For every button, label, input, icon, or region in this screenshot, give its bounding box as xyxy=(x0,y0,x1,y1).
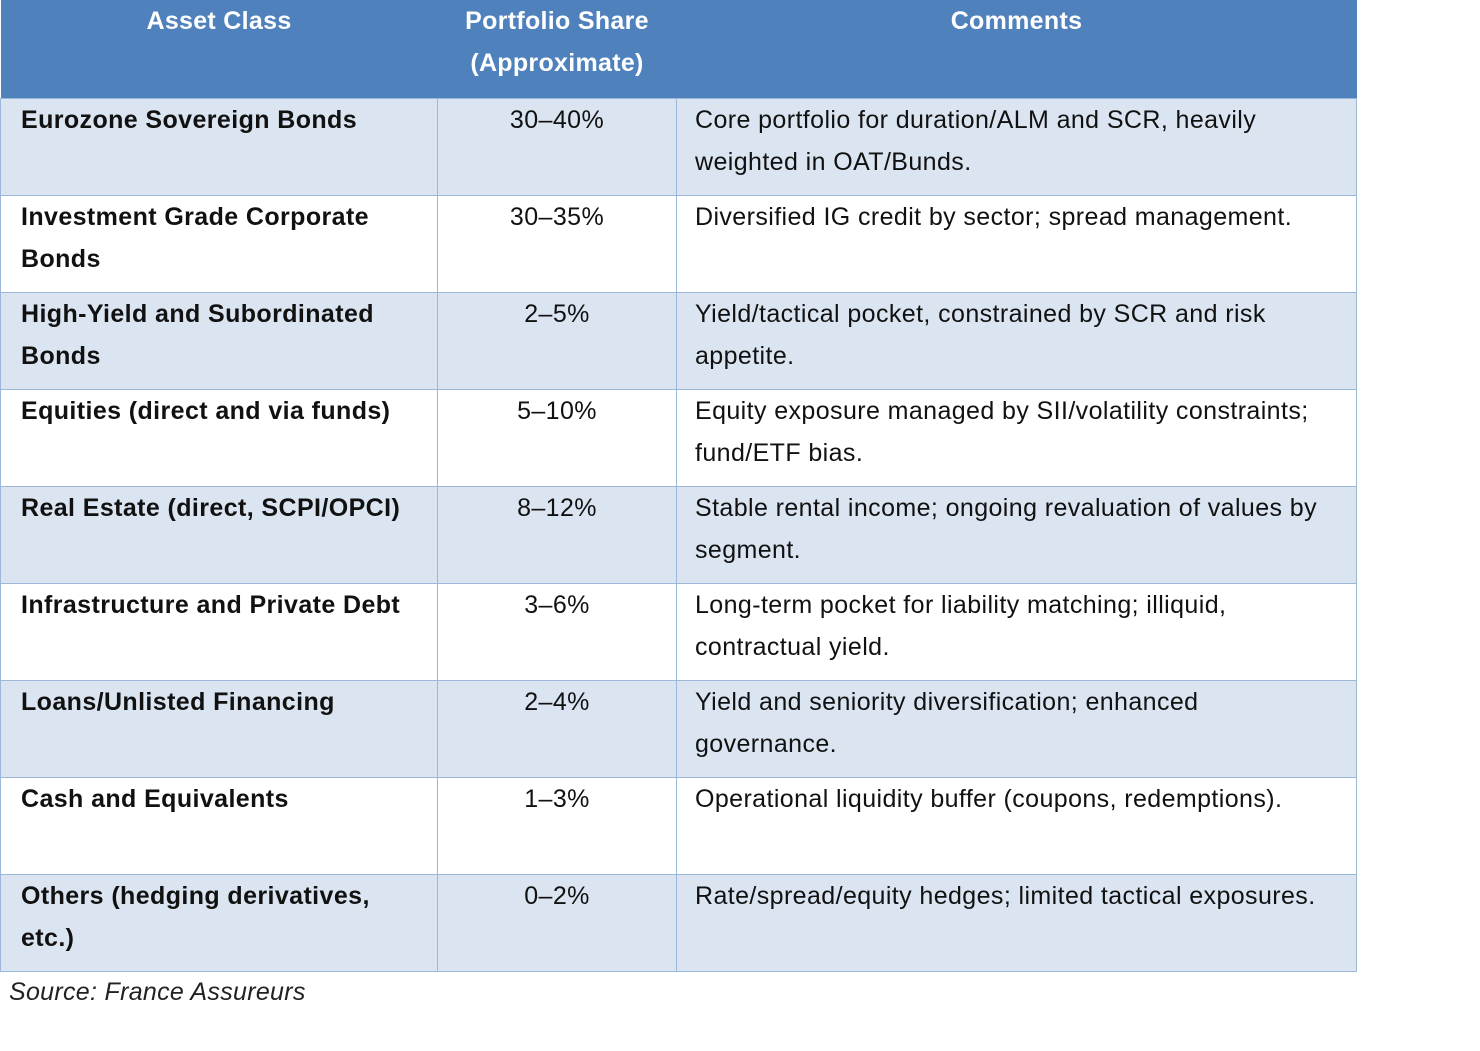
table-row: Infrastructure and Private Debt 3–6% Long-… xyxy=(0,583,1357,681)
table-row: Eurozone Sovereign Bonds 30–40% Core portf… xyxy=(0,98,1357,196)
portfolio-share-cell: 1–3% xyxy=(437,777,677,875)
asset-class-cell: Investment Grade Corporate Bonds xyxy=(0,195,438,293)
portfolio-share-cell: 30–40% xyxy=(437,98,677,196)
comments-cell: Core portfolio for duration/ALM and SCR,… xyxy=(676,98,1357,196)
asset-allocation-table: Asset Class Portfolio Share (Approximate… xyxy=(0,0,1357,972)
table-row: Others (hedging derivatives, etc.) 0–2% Ra… xyxy=(0,874,1357,972)
asset-class-cell: Infrastructure and Private Debt xyxy=(0,583,438,681)
portfolio-share-cell: 30–35% xyxy=(437,195,677,293)
comments-cell: Diversified IG credit by sector; spread … xyxy=(676,195,1357,293)
asset-class-cell: Equities (direct and via funds) xyxy=(0,389,438,487)
comments-cell: Operational liquidity buffer (coupons, r… xyxy=(676,777,1357,875)
comments-cell: Long-term pocket for liability matching;… xyxy=(676,583,1357,681)
portfolio-share-cell: 3–6% xyxy=(437,583,677,681)
table-row: Real Estate (direct, SCPI/OPCI) 8–12% Stab… xyxy=(0,486,1357,584)
header-row: Asset Class Portfolio Share (Approximate… xyxy=(0,0,1357,99)
portfolio-share-cell: 0–2% xyxy=(437,874,677,972)
comments-cell: Rate/spread/equity hedges; limited tacti… xyxy=(676,874,1357,972)
header-portfolio-share: Portfolio Share (Approximate) xyxy=(437,0,677,99)
portfolio-share-cell: 2–5% xyxy=(437,292,677,390)
table-row: Loans/Unlisted Financing 2–4% Yield and se… xyxy=(0,680,1357,778)
portfolio-share-cell: 2–4% xyxy=(437,680,677,778)
asset-class-cell: Cash and Equivalents xyxy=(0,777,438,875)
comments-cell: Stable rental income; ongoing revaluatio… xyxy=(676,486,1357,584)
comments-cell: Yield/tactical pocket, constrained by SC… xyxy=(676,292,1357,390)
asset-class-cell: Eurozone Sovereign Bonds xyxy=(0,98,438,196)
header-asset-class: Asset Class xyxy=(0,0,438,99)
table-row: Investment Grade Corporate Bonds 30–35% Di… xyxy=(0,195,1357,293)
portfolio-share-cell: 5–10% xyxy=(437,389,677,487)
asset-class-cell: Loans/Unlisted Financing xyxy=(0,680,438,778)
comments-cell: Yield and seniority diversification; enh… xyxy=(676,680,1357,778)
portfolio-share-cell: 8–12% xyxy=(437,486,677,584)
comments-cell: Equity exposure managed by SII/volatilit… xyxy=(676,389,1357,487)
asset-class-cell: Others (hedging derivatives, etc.) xyxy=(0,874,438,972)
asset-class-cell: High-Yield and Subordinated Bonds xyxy=(0,292,438,390)
table-row: High-Yield and Subordinated Bonds 2–5% Yie… xyxy=(0,292,1357,390)
table-row: Cash and Equivalents 1–3% Operational liqu… xyxy=(0,777,1357,875)
header-comments: Comments xyxy=(676,0,1357,99)
asset-class-cell: Real Estate (direct, SCPI/OPCI) xyxy=(0,486,438,584)
table-row: Equities (direct and via funds) 5–10% Equi… xyxy=(0,389,1357,487)
source-note: Source: France Assureurs xyxy=(9,978,306,1006)
